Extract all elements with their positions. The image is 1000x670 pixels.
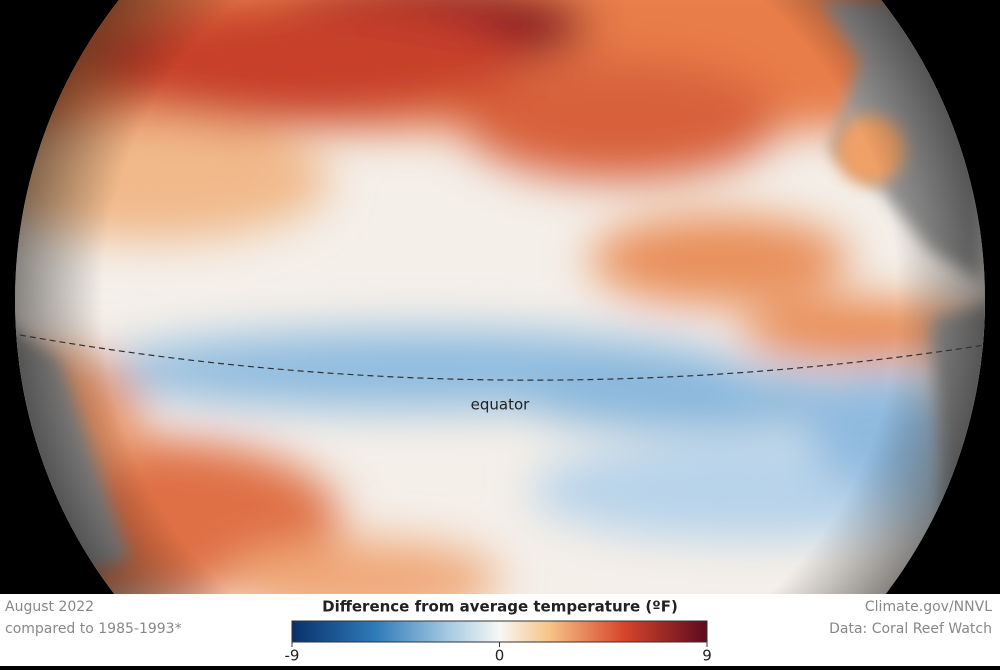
tick-label: 9 bbox=[702, 647, 712, 665]
colorbar-ticks: -9 0 9 bbox=[285, 642, 712, 665]
legend-title: Difference from average temperature (ºF) bbox=[322, 598, 678, 616]
equator-line bbox=[19, 334, 985, 381]
baseline: compared to 1985-1993* bbox=[5, 621, 182, 637]
tick-label: 0 bbox=[495, 647, 505, 665]
tick-label: -9 bbox=[285, 647, 300, 665]
globe bbox=[15, 0, 985, 620]
equator-label: equator bbox=[471, 396, 531, 414]
data-credit: Data: Coral Reef Watch bbox=[829, 621, 992, 637]
source: Climate.gov/NNVL bbox=[865, 599, 992, 615]
colorbar bbox=[291, 620, 708, 643]
date: August 2022 bbox=[5, 599, 94, 615]
